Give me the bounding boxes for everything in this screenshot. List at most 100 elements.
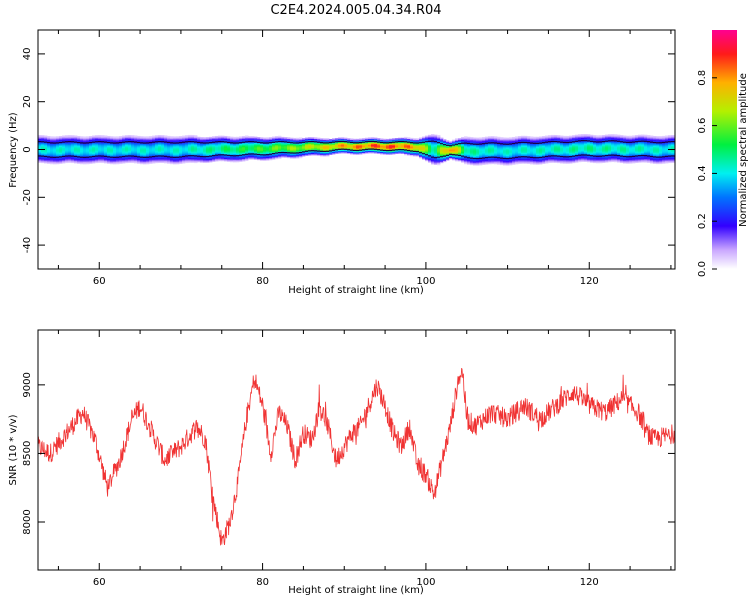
heatmap-cell	[251, 140, 255, 142]
heatmap-cell	[179, 150, 183, 153]
heatmap-cell	[323, 153, 327, 156]
heatmap-cell	[509, 155, 513, 157]
heatmap-cell	[137, 138, 141, 140]
heatmap-cell	[491, 160, 495, 162]
heatmap-cell	[506, 144, 510, 147]
heatmap-cell	[566, 137, 570, 139]
heatmap-cell	[179, 137, 183, 139]
heatmap-cell	[458, 153, 462, 156]
heatmap-edge	[197, 141, 201, 144]
heatmap-cell	[161, 156, 165, 159]
heatmap-cell	[149, 149, 153, 151]
heatmap-cell	[416, 143, 420, 145]
heatmap-edge	[194, 141, 198, 143]
heatmap-cell	[98, 150, 102, 153]
heatmap-edge	[464, 142, 468, 144]
heatmap-cell	[536, 145, 540, 147]
heatmap-cell	[230, 160, 234, 163]
heatmap-cell	[440, 144, 444, 147]
heatmap-cell	[176, 154, 180, 156]
heatmap-cell	[140, 141, 144, 143]
heatmap-edge	[209, 155, 213, 157]
heatmap-cell	[551, 142, 555, 144]
heatmap-cell	[392, 147, 396, 150]
heatmap-cell	[470, 145, 474, 148]
heatmap-cell	[212, 149, 216, 152]
heatmap-cell	[620, 145, 624, 148]
heatmap-cell	[626, 153, 630, 156]
heatmap-cell	[71, 142, 75, 144]
heatmap-cell	[119, 136, 123, 138]
heatmap-edge	[647, 141, 651, 143]
heatmap-cell	[611, 135, 615, 137]
heatmap-cell	[593, 143, 597, 146]
heatmap-cell	[290, 156, 294, 159]
heatmap-cell	[86, 147, 90, 149]
heatmap-cell	[479, 137, 483, 140]
heatmap-cell	[140, 139, 144, 142]
heatmap-cell	[329, 142, 333, 145]
heatmap-cell	[191, 151, 195, 154]
heatmap-cell	[74, 136, 78, 139]
heatmap-cell	[206, 139, 210, 142]
heatmap-cell	[302, 139, 306, 141]
heatmap-cell	[560, 142, 564, 145]
heatmap-edge	[80, 142, 84, 144]
heatmap-cell	[584, 160, 588, 162]
heatmap-cell	[131, 138, 135, 141]
heatmap-cell	[611, 147, 615, 149]
heatmap-cell	[596, 138, 600, 141]
heatmap-edge	[293, 152, 297, 154]
heatmap-cell	[83, 143, 87, 146]
heatmap-cell	[62, 158, 66, 160]
heatmap-cell	[572, 143, 576, 146]
heatmap-cell	[89, 144, 93, 146]
heatmap-cell	[167, 135, 171, 138]
spectrogram-ytick-label: 0	[22, 146, 33, 152]
heatmap-cell	[179, 152, 183, 155]
heatmap-cell	[95, 159, 99, 161]
snr-ylabel: SNR (10 * v/v)	[8, 414, 19, 485]
heatmap-cell	[308, 149, 312, 151]
heatmap-cell	[569, 147, 573, 150]
heatmap-cell	[485, 155, 489, 158]
heatmap-cell	[671, 143, 675, 145]
heatmap-cell	[380, 148, 384, 150]
heatmap-cell	[428, 144, 432, 146]
heatmap-cell	[341, 142, 345, 144]
heatmap-cell	[221, 142, 225, 145]
heatmap-cell	[497, 148, 501, 151]
heatmap-cell	[221, 154, 225, 157]
heatmap-cell	[569, 151, 573, 153]
heatmap-cell	[332, 152, 336, 155]
heatmap-cell	[206, 150, 210, 152]
heatmap-cell	[557, 137, 561, 140]
heatmap-cell	[371, 150, 375, 153]
heatmap-cell	[626, 142, 630, 145]
heatmap-cell	[575, 139, 579, 142]
heatmap-cell	[554, 143, 558, 145]
heatmap-cell	[167, 151, 171, 154]
heatmap-cell	[212, 155, 216, 158]
heatmap-cell	[59, 153, 63, 156]
heatmap-cell	[158, 158, 162, 161]
heatmap-cell	[95, 154, 99, 156]
heatmap-cell	[596, 137, 600, 140]
heatmap-cell	[104, 149, 108, 152]
heatmap-cell	[479, 156, 483, 159]
heatmap-cell	[584, 143, 588, 146]
heatmap-cell	[374, 147, 378, 149]
heatmap-cell	[554, 142, 558, 144]
heatmap-cell	[416, 147, 420, 150]
heatmap-cell	[437, 160, 441, 162]
heatmap-cell	[308, 138, 312, 141]
heatmap-edge	[179, 142, 183, 144]
heatmap-cell	[158, 156, 162, 159]
heatmap-cell	[395, 146, 399, 149]
heatmap-cell	[77, 143, 81, 145]
heatmap-cell	[314, 149, 318, 151]
heatmap-cell	[437, 162, 441, 165]
heatmap-cell	[506, 155, 510, 158]
heatmap-cell	[182, 136, 186, 139]
heatmap-cell	[392, 152, 396, 155]
